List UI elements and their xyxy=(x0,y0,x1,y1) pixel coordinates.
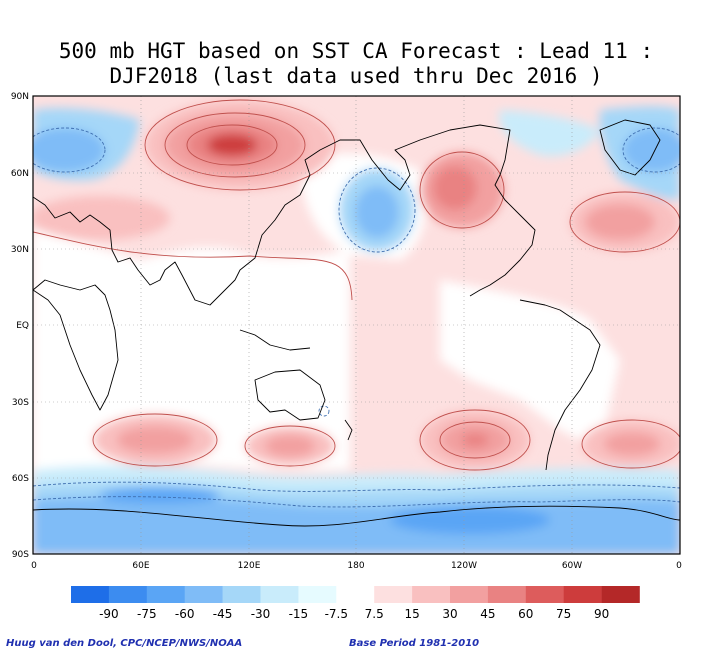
legend-swatch xyxy=(450,586,489,603)
legend-label: -75 xyxy=(137,607,157,621)
legend-swatch xyxy=(487,586,527,603)
positive-region-europe xyxy=(33,196,170,240)
positive-region-north-america-45 xyxy=(433,166,477,210)
positive-region-siberia-75 xyxy=(207,134,257,156)
coastline-indonesia xyxy=(239,329,311,351)
legend-swatch xyxy=(108,586,148,603)
lat-label: EQ xyxy=(16,321,29,331)
coastline-south-america xyxy=(519,299,601,471)
chart-title-line-1: 500 mb HGT based on SST CA Forecast : Le… xyxy=(58,39,654,63)
lon-label: 60E xyxy=(132,561,149,571)
legend-labels: -90 -75 -60 -45 -30 -15 -7.5 7.5 15 30 45 60 75 90 xyxy=(99,607,609,621)
legend-label: -7.5 xyxy=(325,607,348,621)
neutral-region-indian-ocean xyxy=(33,230,350,470)
legend-swatch xyxy=(184,586,223,603)
map-frame xyxy=(32,95,681,555)
negative-region-greenland-core xyxy=(623,128,680,172)
lon-label: 0 xyxy=(31,561,37,571)
coastline-australia xyxy=(254,369,326,421)
legend-label: -45 xyxy=(213,607,233,621)
negative-core-south-pacific xyxy=(390,506,550,534)
neutral-region-south-america xyxy=(440,280,620,450)
legend-swatch xyxy=(336,586,375,603)
lon-label: 120E xyxy=(238,561,261,571)
legend-label: -90 xyxy=(99,607,119,621)
coastline-antarctica xyxy=(33,505,680,527)
negative-region-scandinavia-core xyxy=(33,128,105,172)
negative-region-north-pacific-core xyxy=(355,186,399,238)
graticule xyxy=(33,96,680,554)
map-plot-area xyxy=(33,96,680,554)
legend-label: 75 xyxy=(556,607,571,621)
longitude-axis: 0 60E 120E 180 120W 60W 0 xyxy=(31,561,682,571)
legend-label: 60 xyxy=(518,607,533,621)
coastlines xyxy=(33,119,680,527)
coastline-africa xyxy=(33,279,119,411)
legend-swatch xyxy=(222,586,261,603)
positive-region-south-pacific-45 xyxy=(461,433,489,447)
negative-contours xyxy=(33,127,680,508)
legend-label: 7.5 xyxy=(365,607,384,621)
positive-region-australia-30 xyxy=(265,435,315,457)
chart-title-line-2: DJF2018 (last data used thru Dec 2016 ) xyxy=(109,64,603,88)
legend-label: -30 xyxy=(251,607,271,621)
legend-label: -60 xyxy=(175,607,195,621)
legend-swatch xyxy=(563,586,602,603)
legend-swatch xyxy=(146,586,185,603)
credit-author: Huug van den Dool, CPC/NCEP/NWS/NOAA xyxy=(6,638,243,649)
coastline-greenland xyxy=(599,119,661,176)
lat-label: 60S xyxy=(12,474,29,484)
legend-label: 90 xyxy=(594,607,609,621)
positive-contours xyxy=(33,99,680,471)
legend-swatch xyxy=(71,586,110,603)
lon-label: 0 xyxy=(676,561,682,571)
coastline-new-zealand xyxy=(344,419,353,441)
legend-colorbar xyxy=(71,586,640,603)
legend-label: 45 xyxy=(480,607,495,621)
legend-swatch xyxy=(412,586,451,603)
legend-label: -15 xyxy=(289,607,309,621)
lon-label: 60W xyxy=(562,561,582,571)
legend-swatch xyxy=(298,586,337,603)
lat-label: 90N xyxy=(11,92,29,102)
lon-label: 120W xyxy=(451,561,477,571)
coastline-northern-continents xyxy=(33,124,536,306)
legend-swatch xyxy=(525,586,564,603)
positive-region-south-atlantic-30 xyxy=(604,432,660,456)
credit-base-period: Base Period 1981-2010 xyxy=(349,638,480,649)
legend-swatch xyxy=(260,586,299,603)
lon-label: 180 xyxy=(347,561,364,571)
lat-label: 30N xyxy=(11,245,29,255)
latitude-axis: 90N 60N 30N EQ 30S 60S 90S xyxy=(11,92,29,560)
lat-label: 90S xyxy=(12,550,29,560)
legend-swatch xyxy=(374,586,413,603)
lat-label: 30S xyxy=(12,398,29,408)
positive-region-south-indian-30 xyxy=(117,426,193,454)
legend-label: 30 xyxy=(442,607,457,621)
legend-swatch xyxy=(601,586,640,603)
positive-region-north-atlantic-30 xyxy=(585,204,655,240)
negative-region-arctic-canada xyxy=(499,110,600,157)
negative-core-south-indian xyxy=(100,487,220,503)
lat-label: 60N xyxy=(11,169,29,179)
legend-label: 15 xyxy=(404,607,419,621)
